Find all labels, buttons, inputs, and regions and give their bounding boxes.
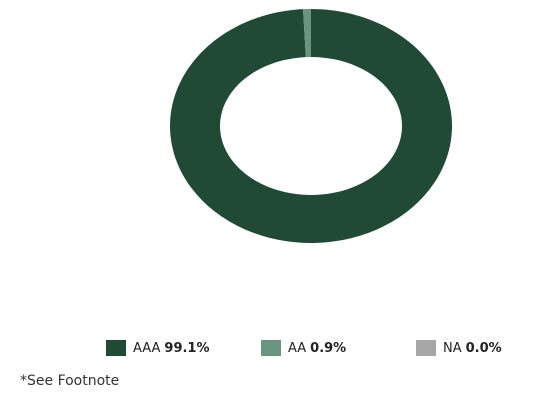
legend-label-aa: AA [288, 340, 307, 356]
legend-label-aaa: AAA [133, 340, 161, 356]
legend-label-na: NA [443, 340, 462, 356]
footnote: *See Footnote [20, 373, 120, 389]
donut-slices [169, 9, 453, 243]
donut-slice-aaa [169, 9, 453, 243]
donut-chart [169, 9, 453, 243]
chart-legend: AAA 99.1% AA 0.9% NA 0.0% [0, 340, 533, 360]
legend-value-aaa: 99.1% [164, 340, 210, 356]
legend-item-aa: AA 0.9% [261, 340, 346, 356]
donut-slice-aa [303, 9, 311, 58]
legend-value-na: 0.0% [465, 340, 502, 356]
legend-swatch-aa [261, 340, 281, 356]
legend-swatch-na [416, 340, 436, 356]
legend-item-aaa: AAA 99.1% [106, 340, 210, 356]
legend-value-aa: 0.9% [310, 340, 347, 356]
legend-item-na: NA 0.0% [416, 340, 502, 356]
legend-swatch-aaa [106, 340, 126, 356]
